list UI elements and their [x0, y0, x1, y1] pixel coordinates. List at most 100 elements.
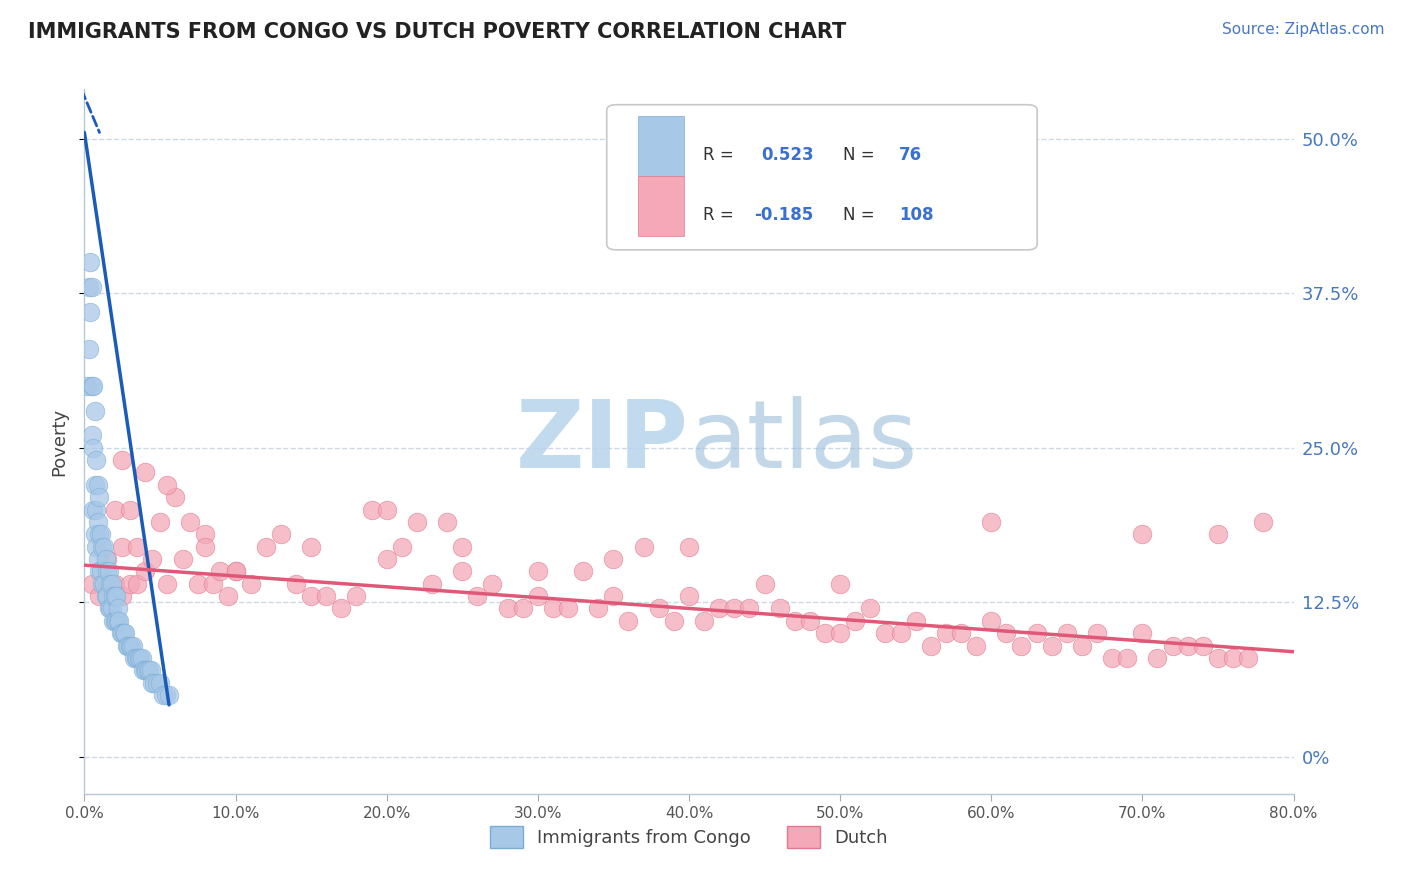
Point	[90, 527, 112, 541]
Point	[1071, 639, 1094, 653]
Point	[115, 639, 138, 653]
Text: 76: 76	[900, 145, 922, 163]
Point	[201, 576, 224, 591]
Point	[139, 663, 162, 677]
Text: 0.523: 0.523	[762, 145, 814, 163]
Point	[84, 527, 107, 541]
Point	[76, 379, 98, 393]
Point	[117, 639, 139, 653]
Point	[118, 502, 141, 516]
Point	[436, 515, 458, 529]
Point	[1116, 651, 1139, 665]
Point	[391, 540, 413, 554]
Point	[108, 614, 131, 628]
Point	[754, 576, 776, 591]
Point	[875, 626, 897, 640]
Point	[950, 626, 973, 640]
Point	[254, 540, 277, 554]
Point	[111, 453, 134, 467]
Point	[315, 589, 337, 603]
Point	[114, 626, 136, 640]
Point	[152, 688, 174, 702]
Point	[87, 515, 110, 529]
Point	[132, 663, 155, 677]
Point	[179, 515, 201, 529]
Point	[783, 614, 806, 628]
Point	[87, 552, 110, 566]
Point	[134, 663, 156, 677]
Point	[172, 552, 194, 566]
Point	[1146, 651, 1168, 665]
Point	[94, 552, 117, 566]
Point	[98, 601, 121, 615]
Point	[678, 589, 700, 603]
Text: ZIP: ZIP	[516, 395, 689, 488]
Point	[602, 552, 624, 566]
Point	[1025, 626, 1047, 640]
Point	[481, 576, 503, 591]
Point	[118, 576, 141, 591]
Point	[86, 502, 108, 516]
Point	[633, 540, 655, 554]
Point	[1085, 626, 1108, 640]
Point	[693, 614, 716, 628]
Point	[138, 663, 160, 677]
Point	[965, 639, 987, 653]
Point	[1040, 639, 1063, 653]
Point	[709, 601, 731, 615]
Point	[557, 601, 579, 615]
Point	[648, 601, 671, 615]
Point	[105, 614, 128, 628]
Point	[194, 540, 217, 554]
Point	[512, 601, 534, 615]
FancyBboxPatch shape	[607, 104, 1038, 250]
Point	[156, 478, 179, 492]
Point	[149, 515, 172, 529]
Point	[111, 540, 134, 554]
Point	[451, 540, 474, 554]
Point	[111, 626, 134, 640]
Point	[285, 576, 308, 591]
Point	[209, 565, 232, 579]
Point	[375, 502, 398, 516]
Point	[995, 626, 1018, 640]
Point	[112, 626, 135, 640]
Point	[814, 626, 837, 640]
Point	[1161, 639, 1184, 653]
Point	[980, 614, 1002, 628]
Point	[1192, 639, 1215, 653]
Text: R =: R =	[703, 206, 740, 224]
Point	[134, 466, 156, 480]
Point	[135, 663, 157, 677]
Point	[96, 565, 118, 579]
Point	[844, 614, 866, 628]
Point	[89, 527, 111, 541]
Point	[1177, 639, 1199, 653]
Point	[134, 565, 156, 579]
Point	[104, 614, 127, 628]
Point	[165, 490, 187, 504]
Point	[299, 589, 322, 603]
Text: IMMIGRANTS FROM CONGO VS DUTCH POVERTY CORRELATION CHART: IMMIGRANTS FROM CONGO VS DUTCH POVERTY C…	[28, 22, 846, 42]
Point	[89, 589, 111, 603]
Point	[157, 688, 180, 702]
Point	[80, 280, 103, 294]
Point	[121, 639, 143, 653]
Point	[890, 626, 912, 640]
Point	[84, 403, 107, 417]
Point	[82, 502, 104, 516]
Text: 108: 108	[900, 206, 934, 224]
Point	[104, 502, 127, 516]
Point	[79, 304, 101, 318]
Point	[602, 589, 624, 603]
Point	[77, 342, 100, 356]
Point	[299, 540, 322, 554]
Point	[330, 601, 353, 615]
Point	[125, 651, 148, 665]
Point	[84, 478, 107, 492]
Point	[129, 651, 152, 665]
Point	[93, 576, 115, 591]
Point	[101, 614, 124, 628]
Point	[617, 614, 640, 628]
Point	[1253, 515, 1275, 529]
